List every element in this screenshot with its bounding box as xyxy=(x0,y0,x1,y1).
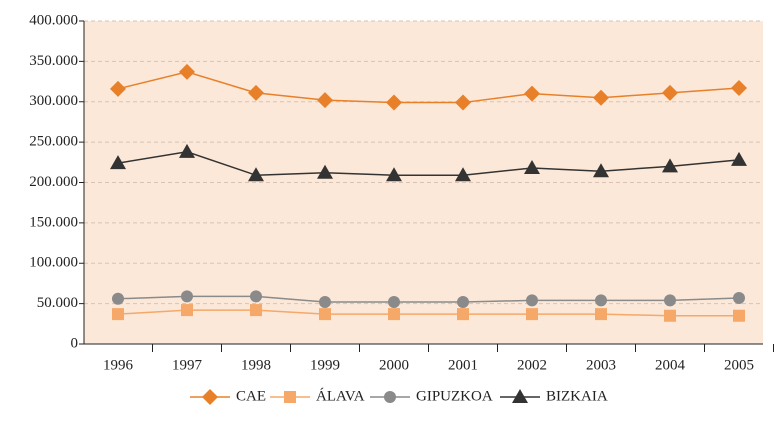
legend-marker xyxy=(202,389,218,405)
marker xyxy=(317,164,333,179)
marker xyxy=(250,290,262,303)
marker xyxy=(664,309,676,322)
marker xyxy=(386,167,402,182)
y-tick-label: 200.000 xyxy=(29,174,78,190)
y-tick-label: 400.000 xyxy=(29,12,78,28)
marker xyxy=(248,84,264,101)
marker xyxy=(526,294,538,307)
marker xyxy=(455,167,471,182)
y-tick-label: 0 xyxy=(71,335,79,351)
x-tick-label: 2004 xyxy=(655,357,686,373)
series-line xyxy=(117,151,740,176)
marker xyxy=(595,308,607,321)
x-tick-label: 1996 xyxy=(103,357,134,373)
marker xyxy=(179,143,195,158)
legend-marker xyxy=(284,391,296,403)
y-tick-label: 250.000 xyxy=(29,134,78,150)
marker xyxy=(179,63,195,80)
marker xyxy=(593,89,609,106)
y-tick-label: 350.000 xyxy=(29,53,78,69)
marker xyxy=(388,296,400,309)
legend-marker xyxy=(512,389,528,403)
marker xyxy=(181,304,193,317)
marker xyxy=(733,291,745,304)
x-tick-label: 2000 xyxy=(379,357,409,373)
x-tick-label: 1997 xyxy=(172,357,203,373)
x-tick-label: 1998 xyxy=(241,357,271,373)
marker xyxy=(733,309,745,322)
y-tick-label: 100.000 xyxy=(29,255,78,271)
marker xyxy=(386,94,402,111)
marker xyxy=(248,167,264,182)
marker xyxy=(110,80,126,97)
marker xyxy=(526,308,538,321)
marker xyxy=(112,308,124,321)
x-tick-label: 2001 xyxy=(448,357,478,373)
legend-label: BIZKAIA xyxy=(546,388,608,404)
marker xyxy=(317,92,333,109)
marker xyxy=(524,159,540,174)
marker xyxy=(595,294,607,307)
legend-label: ÁLAVA xyxy=(316,387,365,404)
marker xyxy=(112,292,124,305)
marker xyxy=(664,294,676,307)
x-tick-label: 1999 xyxy=(310,357,340,373)
series-line xyxy=(117,295,740,303)
marker xyxy=(181,290,193,303)
legend-label: GIPUZKOA xyxy=(416,388,493,404)
marker xyxy=(388,308,400,321)
legend-label: CAE xyxy=(236,388,266,404)
marker xyxy=(662,84,678,101)
marker xyxy=(457,296,469,309)
marker xyxy=(319,308,331,321)
x-tick-label: 2005 xyxy=(724,357,754,373)
marker xyxy=(731,80,747,97)
marker xyxy=(455,94,471,111)
legend-marker xyxy=(384,391,396,403)
y-tick-label: 300.000 xyxy=(29,93,78,109)
y-tick-label: 50.000 xyxy=(37,295,78,311)
series-line xyxy=(117,309,739,317)
x-tick-label: 2003 xyxy=(586,357,616,373)
marker xyxy=(731,151,747,166)
marker xyxy=(110,155,126,170)
x-tick-label: 2002 xyxy=(517,357,547,373)
marker xyxy=(662,158,678,173)
marker xyxy=(593,163,609,178)
marker xyxy=(457,308,469,321)
marker xyxy=(319,296,331,309)
y-tick-label: 150.000 xyxy=(29,214,78,230)
marker xyxy=(250,304,262,317)
marker xyxy=(524,85,540,102)
series-line xyxy=(117,71,740,104)
